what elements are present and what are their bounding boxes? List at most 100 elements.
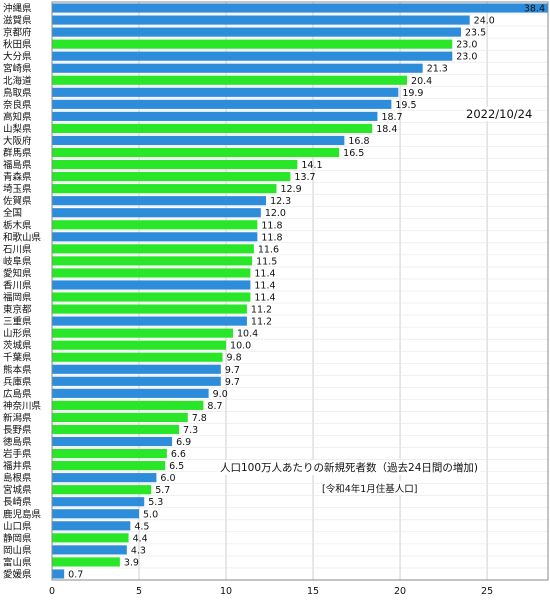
bar xyxy=(52,123,373,134)
bar xyxy=(52,232,258,242)
bar xyxy=(52,316,247,326)
value-label: 11.2 xyxy=(251,305,272,316)
chart-subtitle: [令和4年1月住基人口] xyxy=(322,481,418,495)
category-label: 鹿児島県 xyxy=(3,508,42,520)
value-label: 18.4 xyxy=(376,124,397,135)
category-label: 千葉県 xyxy=(3,352,32,364)
category-label: 三重県 xyxy=(3,316,32,328)
value-label: 5.7 xyxy=(155,485,170,496)
value-label: 16.8 xyxy=(348,136,369,147)
bar xyxy=(52,280,251,290)
value-label: 21.3 xyxy=(427,64,448,75)
value-label: 12.9 xyxy=(281,184,302,195)
bar xyxy=(52,473,157,483)
value-label: 10.0 xyxy=(230,341,251,352)
category-label: 広島県 xyxy=(3,388,32,400)
category-label: 全国 xyxy=(3,207,22,219)
plot-frame xyxy=(51,1,549,581)
x-tick-label: 5 xyxy=(136,586,142,597)
category-label: 兵庫県 xyxy=(3,376,32,388)
bar xyxy=(52,3,548,13)
value-label: 23.0 xyxy=(456,40,477,51)
bar xyxy=(52,87,399,97)
value-label: 19.5 xyxy=(395,100,416,111)
value-label: 6.0 xyxy=(160,473,175,484)
x-tick-label: 10 xyxy=(220,586,232,597)
bar xyxy=(52,135,345,146)
bar xyxy=(52,268,251,278)
bar xyxy=(52,304,247,314)
category-label: 愛媛県 xyxy=(3,568,32,580)
bar xyxy=(52,340,227,350)
category-label: 宮城県 xyxy=(3,484,32,496)
value-label: 11.2 xyxy=(251,317,272,328)
bar xyxy=(52,99,392,109)
value-label: 20.4 xyxy=(411,76,432,87)
category-label: 山形県 xyxy=(3,328,32,340)
value-label: 9.7 xyxy=(225,365,240,376)
value-label: 6.9 xyxy=(176,437,191,448)
value-label: 7.3 xyxy=(183,425,198,436)
value-label: 10.4 xyxy=(237,329,258,340)
category-label: 和歌山県 xyxy=(3,231,42,243)
value-label: 24.0 xyxy=(474,16,495,27)
category-label: 京都府 xyxy=(3,27,32,39)
value-label: 13.7 xyxy=(294,172,315,183)
bar xyxy=(52,51,453,61)
value-label: 38.4 xyxy=(524,4,545,15)
value-label: 4.3 xyxy=(131,545,146,556)
bar xyxy=(52,220,258,230)
value-label: 11.6 xyxy=(258,244,279,255)
x-tick-label: 0 xyxy=(49,586,55,597)
value-label: 11.4 xyxy=(254,280,275,291)
bar xyxy=(52,208,261,218)
bar xyxy=(52,364,221,374)
category-label: 東京都 xyxy=(3,304,32,316)
chart-title: 人口100万人あたりの新規死者数（過去24日間の増加) xyxy=(218,460,480,475)
value-label: 14.1 xyxy=(301,160,322,171)
value-label: 18.7 xyxy=(381,112,402,123)
bar xyxy=(52,292,251,302)
x-tick-label: 25 xyxy=(481,586,493,597)
value-label: 19.9 xyxy=(402,88,423,99)
x-tick-label: 20 xyxy=(394,586,406,597)
bar xyxy=(52,545,127,555)
value-label: 3.9 xyxy=(124,557,139,568)
category-label: 大阪府 xyxy=(3,135,32,147)
value-label: 11.4 xyxy=(254,293,275,304)
bar xyxy=(52,172,291,182)
category-label: 香川県 xyxy=(3,280,32,291)
category-label: 宮崎県 xyxy=(3,63,32,75)
category-label: 福岡県 xyxy=(3,292,32,304)
category-label: 福島県 xyxy=(3,159,32,171)
category-label: 沖縄県 xyxy=(3,3,32,15)
value-label: 6.6 xyxy=(171,449,186,460)
category-label: 神奈川県 xyxy=(3,400,42,412)
bar xyxy=(52,521,131,531)
value-label: 0.7 xyxy=(68,569,83,580)
category-label: 岐阜県 xyxy=(3,255,32,267)
bar xyxy=(52,27,461,37)
category-label: 秋田県 xyxy=(3,39,32,51)
bar xyxy=(52,461,166,471)
bar xyxy=(52,424,180,435)
bar xyxy=(52,75,408,85)
value-label: 4.5 xyxy=(134,521,149,532)
category-label: 鳥取県 xyxy=(3,87,32,99)
value-label: 11.5 xyxy=(256,256,277,267)
category-label: 茨城県 xyxy=(3,340,32,352)
bar xyxy=(52,400,204,410)
category-label: 山梨県 xyxy=(3,123,32,135)
value-label: 5.0 xyxy=(143,509,158,520)
bar xyxy=(52,509,140,519)
bar xyxy=(52,196,267,206)
bar xyxy=(52,557,120,567)
bars xyxy=(52,3,548,579)
category-label: 富山県 xyxy=(3,556,32,568)
category-label: 奈良県 xyxy=(3,99,32,111)
bar xyxy=(52,352,223,362)
category-label: 徳島県 xyxy=(3,436,32,448)
category-label: 栃木県 xyxy=(3,219,32,231)
value-label: 9.0 xyxy=(213,389,228,400)
bar xyxy=(52,111,378,121)
